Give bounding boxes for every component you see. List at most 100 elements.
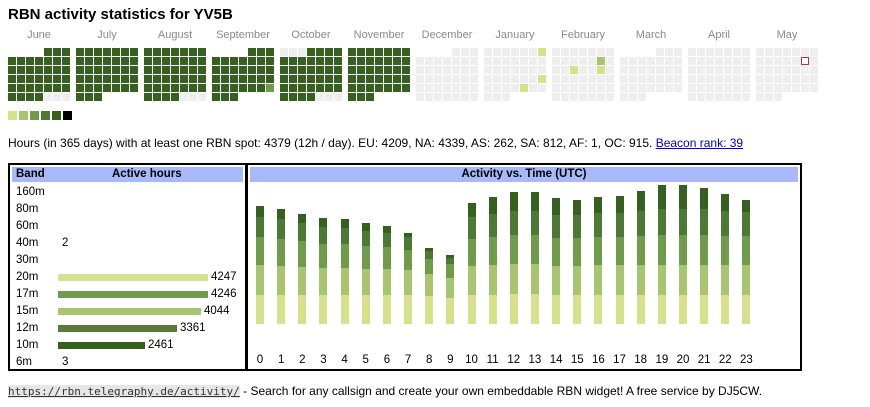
day-cell[interactable] <box>85 75 93 83</box>
day-cell[interactable] <box>597 48 605 56</box>
day-cell[interactable] <box>529 66 537 74</box>
day-cell[interactable] <box>606 93 614 101</box>
day-cell[interactable] <box>280 75 288 83</box>
day-cell[interactable] <box>94 57 102 65</box>
day-cell[interactable] <box>792 48 800 56</box>
day-cell[interactable] <box>493 48 501 56</box>
day-cell[interactable] <box>792 75 800 83</box>
day-cell[interactable] <box>375 57 383 65</box>
day-cell[interactable] <box>289 66 297 74</box>
day-cell[interactable] <box>493 75 501 83</box>
day-cell[interactable] <box>538 66 546 74</box>
day-cell[interactable] <box>76 48 84 56</box>
day-cell[interactable] <box>280 48 288 56</box>
day-cell[interactable] <box>792 84 800 92</box>
day-cell[interactable] <box>715 48 723 56</box>
day-cell[interactable] <box>688 48 696 56</box>
day-cell[interactable] <box>688 57 696 65</box>
day-cell[interactable] <box>452 84 460 92</box>
day-cell[interactable] <box>733 93 741 101</box>
day-cell[interactable] <box>493 93 501 101</box>
day-cell[interactable] <box>688 93 696 101</box>
day-cell[interactable] <box>810 66 818 74</box>
beacon-rank-link[interactable]: Beacon rank: 39 <box>655 136 744 150</box>
day-cell[interactable] <box>470 57 478 65</box>
day-cell[interactable] <box>647 75 655 83</box>
day-cell[interactable] <box>484 75 492 83</box>
day-cell[interactable] <box>8 75 16 83</box>
day-cell[interactable] <box>724 75 732 83</box>
day-cell[interactable] <box>85 57 93 65</box>
day-cell[interactable] <box>629 75 637 83</box>
day-cell[interactable] <box>298 84 306 92</box>
day-cell[interactable] <box>597 75 605 83</box>
day-cell[interactable] <box>212 66 220 74</box>
day-cell[interactable] <box>94 93 102 101</box>
day-cell[interactable] <box>724 57 732 65</box>
day-cell[interactable] <box>348 84 356 92</box>
day-cell[interactable] <box>425 93 433 101</box>
day-cell[interactable] <box>597 57 605 65</box>
day-cell[interactable] <box>357 93 365 101</box>
day-cell[interactable] <box>665 75 673 83</box>
day-cell[interactable] <box>561 57 569 65</box>
day-cell[interactable] <box>425 84 433 92</box>
day-cell[interactable] <box>538 48 546 56</box>
day-cell[interactable] <box>53 66 61 74</box>
day-cell[interactable] <box>434 75 442 83</box>
day-cell[interactable] <box>153 75 161 83</box>
day-cell[interactable] <box>334 48 342 56</box>
day-cell[interactable] <box>53 84 61 92</box>
day-cell[interactable] <box>189 66 197 74</box>
day-cell[interactable] <box>121 48 129 56</box>
day-cell[interactable] <box>348 66 356 74</box>
day-cell[interactable] <box>357 48 365 56</box>
day-cell[interactable] <box>606 48 614 56</box>
day-cell[interactable] <box>384 66 392 74</box>
day-cell[interactable] <box>375 48 383 56</box>
day-cell[interactable] <box>706 66 714 74</box>
day-cell[interactable] <box>561 48 569 56</box>
day-cell[interactable] <box>357 66 365 74</box>
day-cell[interactable] <box>638 75 646 83</box>
day-cell[interactable] <box>416 93 424 101</box>
day-cell[interactable] <box>94 75 102 83</box>
day-cell[interactable] <box>334 75 342 83</box>
day-cell[interactable] <box>198 48 206 56</box>
day-cell[interactable] <box>316 48 324 56</box>
day-cell[interactable] <box>620 93 628 101</box>
day-cell[interactable] <box>715 57 723 65</box>
day-cell[interactable] <box>688 66 696 74</box>
day-cell[interactable] <box>733 75 741 83</box>
day-cell[interactable] <box>579 57 587 65</box>
day-cell[interactable] <box>35 75 43 83</box>
day-cell[interactable] <box>706 48 714 56</box>
day-cell[interactable] <box>665 66 673 74</box>
day-cell[interactable] <box>357 84 365 92</box>
day-cell[interactable] <box>384 48 392 56</box>
day-cell[interactable] <box>774 93 782 101</box>
day-cell[interactable] <box>180 84 188 92</box>
day-cell[interactable] <box>266 66 274 74</box>
day-cell[interactable] <box>266 48 274 56</box>
day-cell[interactable] <box>425 66 433 74</box>
day-cell[interactable] <box>552 93 560 101</box>
day-cell[interactable] <box>366 57 374 65</box>
day-cell[interactable] <box>511 84 519 92</box>
day-cell[interactable] <box>756 84 764 92</box>
day-cell[interactable] <box>461 84 469 92</box>
day-cell[interactable] <box>810 84 818 92</box>
day-cell[interactable] <box>470 66 478 74</box>
day-cell[interactable] <box>221 75 229 83</box>
day-cell[interactable] <box>452 66 460 74</box>
day-cell[interactable] <box>697 93 705 101</box>
day-cell[interactable] <box>162 93 170 101</box>
day-cell[interactable] <box>35 84 43 92</box>
day-cell[interactable] <box>62 93 70 101</box>
day-cell[interactable] <box>783 48 791 56</box>
day-cell[interactable] <box>792 66 800 74</box>
day-cell[interactable] <box>801 57 809 65</box>
day-cell[interactable] <box>26 75 34 83</box>
day-cell[interactable] <box>76 57 84 65</box>
day-cell[interactable] <box>706 57 714 65</box>
